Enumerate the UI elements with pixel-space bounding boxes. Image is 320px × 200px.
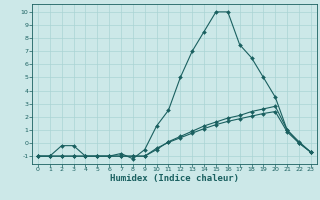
X-axis label: Humidex (Indice chaleur): Humidex (Indice chaleur) [110,174,239,183]
